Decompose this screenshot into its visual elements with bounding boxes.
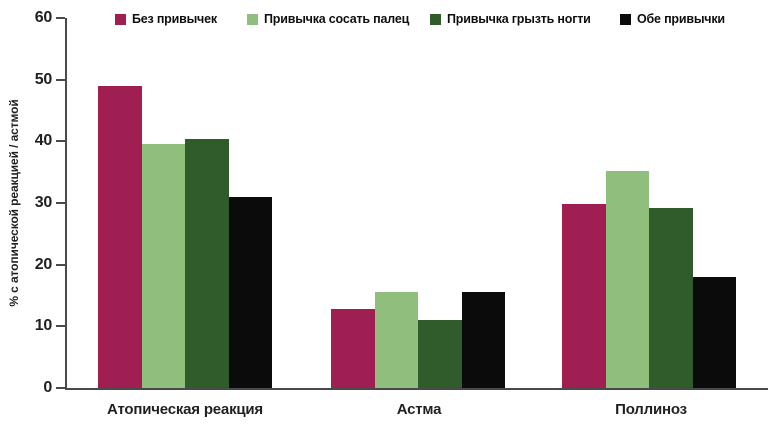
legend-swatch-both-habits-icon xyxy=(620,13,631,25)
bar-group2-series2 xyxy=(374,292,419,388)
category-label-hay-fever: Поллиноз xyxy=(615,401,687,418)
y-tick-label-40: 40 xyxy=(34,132,53,150)
bar-group2-series4 xyxy=(461,292,506,388)
bar-group1-series4 xyxy=(228,197,273,388)
y-tick-label-50: 50 xyxy=(34,70,53,88)
y-tick-30 xyxy=(56,202,65,204)
legend-item-nail-biting: Привычка грызть ногти xyxy=(430,12,591,26)
category-label-asthma: Астма xyxy=(396,401,442,418)
bar-group2-series3 xyxy=(418,320,462,388)
plot-area xyxy=(56,17,768,390)
bar-group1-series2 xyxy=(141,144,186,388)
y-tick-50 xyxy=(56,78,65,81)
y-tick-0 xyxy=(56,387,65,389)
legend-item-no-habits: Без привычек xyxy=(115,12,217,26)
legend-swatch-nail-biting-icon xyxy=(430,13,441,25)
y-tick-label-30: 30 xyxy=(34,194,53,211)
bar-group2-series1 xyxy=(331,309,375,388)
bar-group3-series3 xyxy=(649,207,693,388)
legend-swatch-thumb-sucking-icon xyxy=(247,13,258,25)
y-tick-label-20: 20 xyxy=(34,255,53,273)
bar-group3-series1 xyxy=(562,204,606,388)
bar-group3-series2 xyxy=(605,170,650,388)
bar-group1-series3 xyxy=(185,138,229,388)
y-tick-60 xyxy=(56,17,65,19)
y-tick-40 xyxy=(56,140,65,143)
y-tick-label-10: 10 xyxy=(34,317,53,335)
legend-swatch-no-habits-icon xyxy=(115,13,126,25)
category-label-atopic-reaction: Атопическая реакция xyxy=(107,401,263,418)
bar-group1-series1 xyxy=(98,85,142,388)
legend-label-no-habits: Без привычек xyxy=(132,12,217,26)
legend-label-both-habits: Обе привычки xyxy=(637,12,725,26)
legend-label-nail-biting: Привычка грызть ногти xyxy=(447,12,591,26)
bar-group3-series4 xyxy=(692,277,737,388)
legend-label-thumb-sucking: Привычка сосать палец xyxy=(264,12,410,26)
legend-item-both-habits: Обе привычки xyxy=(620,12,725,26)
y-tick-label-0: 0 xyxy=(43,379,52,396)
y-tick-label-60: 60 xyxy=(34,9,53,26)
y-tick-20 xyxy=(56,263,65,266)
legend-item-thumb-sucking: Привычка сосать палец xyxy=(247,12,409,26)
y-tick-10 xyxy=(56,325,65,328)
